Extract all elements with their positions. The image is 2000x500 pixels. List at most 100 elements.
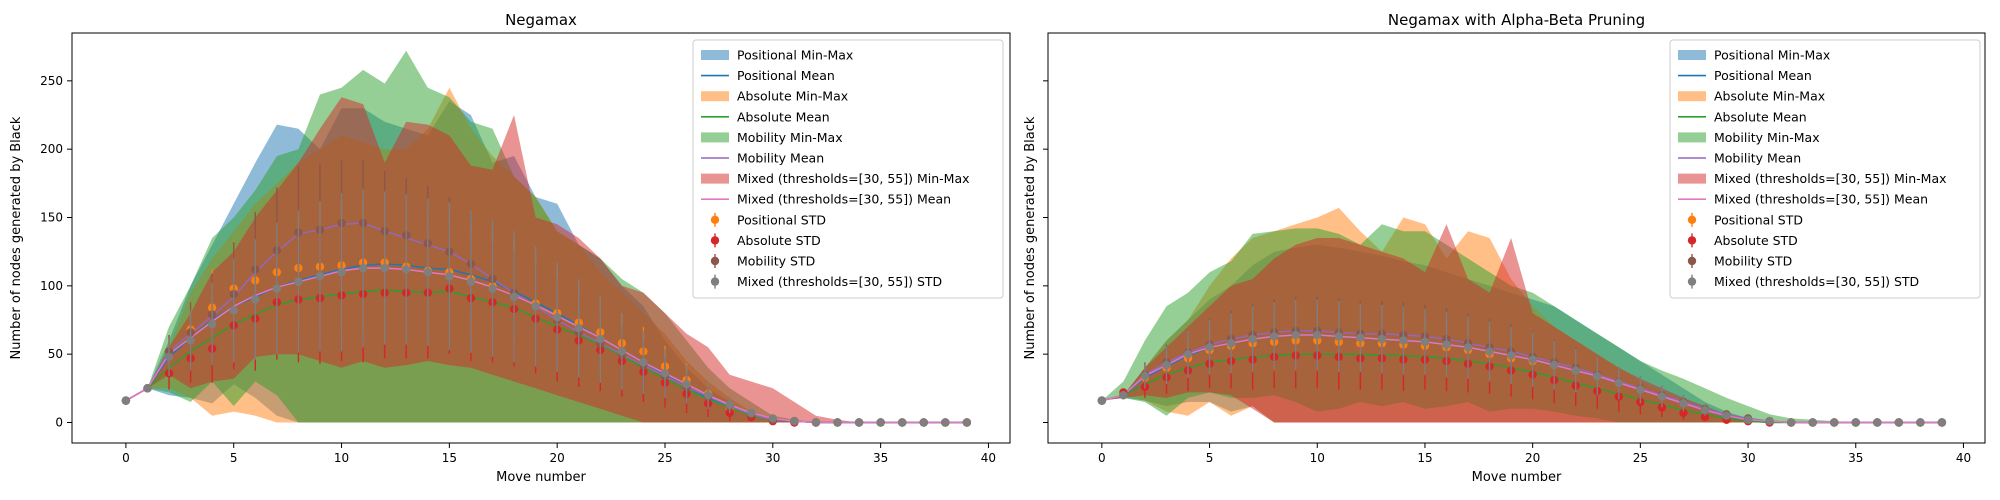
point-mixed-thresholds-30-55-std [488,284,497,293]
point-mixed-thresholds-30-55-std [1765,416,1774,426]
x-tick-label: 30 [1740,451,1755,465]
point-mixed-thresholds-30-55-std [941,418,950,427]
legend-swatch [1687,256,1697,266]
point-mixed-thresholds-30-55-std [919,418,928,427]
point-mixed-thresholds-30-55-std [164,352,174,362]
point-mixed-thresholds-30-55-std [1700,406,1710,415]
legend-entry-label: Absolute Mean [737,109,830,124]
point-mixed-thresholds-30-55-std [1830,418,1839,427]
point-mixed-thresholds-30-55-std [1205,343,1214,352]
legend-entry-label: Mixed (thresholds=[30, 55]) Mean [737,192,951,207]
point-mixed-thresholds-30-55-std [811,418,821,427]
point-mixed-thresholds-30-55-std [1743,415,1753,424]
point-mixed-thresholds-30-55-std [186,336,195,345]
point-mixed-thresholds-30-55-std [315,272,325,281]
point-mixed-thresholds-30-55-std [703,390,713,400]
point-mixed-thresholds-30-55-std [1657,392,1667,401]
point-mixed-thresholds-30-55-std [682,380,691,389]
point-mixed-thresholds-30-55-std [1786,418,1796,427]
legend-entry-label: Mixed (thresholds=[30, 55]) STD [1714,274,1919,289]
legend: Positional Min-Max Positional Mean Absolut… [692,39,1004,299]
point-mixed-thresholds-30-55-std [358,263,368,273]
legend-entry-label: Absolute Min-Max [1714,89,1825,104]
point-mixed-thresholds-30-55-std [251,295,260,304]
point-mixed-thresholds-30-55-std [876,418,885,427]
x-tick-label: 10 [334,451,349,465]
legend-swatch [710,215,720,224]
axes-frame [1047,32,1986,444]
band-mixed-thresholds-30-55- [125,97,967,423]
point-mixed-thresholds-30-55-std [1119,390,1128,400]
legend-swatch [701,173,729,184]
y-tick-label: 250 [40,74,63,88]
point-mixed-thresholds-30-55-std [1851,418,1860,427]
point-mixed-thresholds-30-55-std [445,272,454,281]
point-mixed-thresholds-30-55-std [229,306,238,315]
legend-entry-label: Absolute STD [737,233,821,248]
legend-entry-label: Mobility Min-Max [1714,130,1820,145]
point-mixed-thresholds-30-55-std [1485,347,1494,356]
y-axis-label: Number of nodes generated by Black [1023,116,1038,359]
point-mixed-thresholds-30-55-std [143,384,152,393]
legend: Positional Min-Max Positional Mean Absolut… [1669,39,1981,299]
point-mixed-thresholds-30-55-std [1873,418,1882,427]
legend-entry-label: Positional Min-Max [737,48,853,63]
x-tick-label: 40 [981,451,996,465]
point-mixed-thresholds-30-55-std [531,302,540,311]
point-mixed-thresholds-30-55-std [1549,360,1559,370]
legend-entry-label: Positional Mean [737,68,835,83]
point-mixed-thresholds-30-55-std [854,418,864,427]
point-mixed-thresholds-30-55-std [747,408,756,418]
legend-swatch [1678,132,1706,143]
point-mixed-thresholds-30-55-std [1399,336,1408,345]
chart-title: Negamax with Alpha-Beta Pruning [1388,11,1645,29]
point-mixed-thresholds-30-55-std [574,324,583,333]
x-tick-label: 25 [657,451,672,465]
legend-swatch [701,91,729,102]
x-tick-label: 5 [1206,451,1214,465]
legend-entry-label: Mixed (thresholds=[30, 55]) Mean [1714,192,1928,207]
mean-line-mixed-thresholds-30-55- [1101,334,1942,424]
legend-swatch [701,132,729,143]
point-mixed-thresholds-30-55-std [380,263,389,273]
x-tick-label: 35 [1848,451,1863,465]
point-mixed-thresholds-30-55-std [207,319,217,329]
legend-entry-label: Absolute Min-Max [737,89,848,104]
x-tick-label: 40 [1956,451,1971,465]
point-mixed-thresholds-30-55-std [1226,339,1236,348]
chart-panel-negamax: 0 5 10 15 20 25 30 35 40 0 50 100 150 200 250 Negamax Mo… [9,11,1011,485]
y-axis-label: Number of nodes generated by Black [9,116,24,359]
x-tick-label: 20 [550,451,565,465]
legend-swatch [710,256,720,266]
point-mixed-thresholds-30-55-std [1894,418,1904,427]
point-mixed-thresholds-30-55-std [1636,385,1645,394]
legend-entry-label: Mixed (thresholds=[30, 55]) Min-Max [1714,171,1947,186]
point-mixed-thresholds-30-55-std [121,396,131,405]
point-mixed-thresholds-30-55-std [272,284,282,293]
point-mixed-thresholds-30-55-std [790,416,799,426]
point-mixed-thresholds-30-55-std [1291,330,1300,340]
point-mixed-thresholds-30-55-std [1937,418,1947,427]
point-mixed-thresholds-30-55-std [1356,333,1365,342]
y-tick-label: 150 [40,211,63,225]
x-tick-label: 20 [1525,451,1540,465]
point-mixed-thresholds-30-55-std [639,358,648,367]
legend-box [692,39,1004,299]
point-mixed-thresholds-30-55-std [466,277,476,286]
y-tick-label: 100 [40,279,63,293]
point-mixed-thresholds-30-55-std [337,267,346,277]
point-absolute-std [1700,412,1710,422]
x-tick-label: 35 [873,451,888,465]
x-tick-label: 15 [1417,451,1432,465]
legend-swatch [1678,50,1706,60]
point-mixed-thresholds-30-55-std [1614,378,1624,388]
point-mixed-thresholds-30-55-std [1248,334,1257,344]
chart-title: Negamax [505,11,577,29]
point-mixed-thresholds-30-55-std [617,347,627,356]
point-mixed-thresholds-30-55-std [1377,334,1387,344]
x-tick-label: 5 [230,451,238,465]
legend-swatch [1678,173,1706,184]
point-mixed-thresholds-30-55-std [660,369,670,378]
legend-swatch [1687,236,1697,245]
